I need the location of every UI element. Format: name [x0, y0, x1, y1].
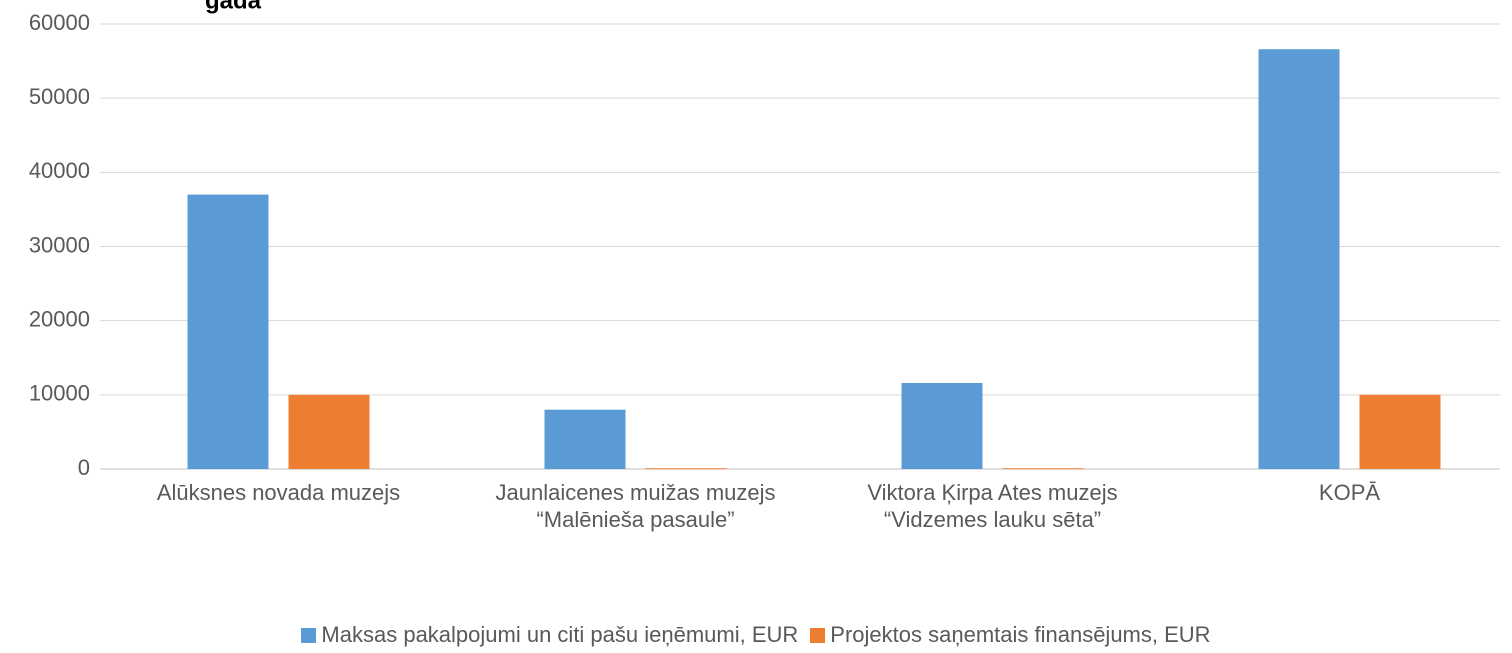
x-tick-label: Alūksnes novada muzejs	[156, 480, 401, 505]
legend-swatch	[810, 628, 826, 643]
y-tick-label: 0	[78, 455, 90, 480]
bar	[901, 382, 983, 469]
y-tick-label: 30000	[29, 232, 90, 257]
y-tick-label: 60000	[29, 10, 90, 35]
legend: Maksas pakalpojumi un citi pašu ieņēmumi…	[0, 622, 1512, 648]
bar	[1002, 468, 1084, 470]
legend-label: Maksas pakalpojumi un citi pašu ieņēmumi…	[321, 622, 799, 647]
x-tick-label: KOPĀ	[1318, 480, 1381, 505]
y-tick-label: 10000	[29, 381, 90, 406]
legend-swatch	[301, 628, 317, 643]
y-tick-label: 20000	[29, 306, 90, 331]
y-tick-label: 50000	[29, 84, 90, 109]
bar	[645, 468, 727, 470]
bar	[288, 394, 370, 469]
bar	[1359, 394, 1441, 469]
y-tick-label: 40000	[29, 158, 90, 183]
x-tick-label: Jaunlaicenes muižas muzejs “Malēnieša pa…	[495, 480, 776, 532]
legend-item: Maksas pakalpojumi un citi pašu ieņēmumi…	[301, 622, 798, 648]
bar	[1258, 49, 1340, 469]
legend-label: Projektos saņemtais finansējums, EUR	[830, 622, 1211, 647]
legend-item: Projektos saņemtais finansējums, EUR	[810, 622, 1211, 648]
bar	[187, 194, 269, 470]
x-tick-label: Viktora Ķirpa Ates muzejs “Vidzemes lauk…	[867, 480, 1118, 532]
chart-title: gada	[205, 0, 262, 14]
bar	[544, 409, 626, 469]
